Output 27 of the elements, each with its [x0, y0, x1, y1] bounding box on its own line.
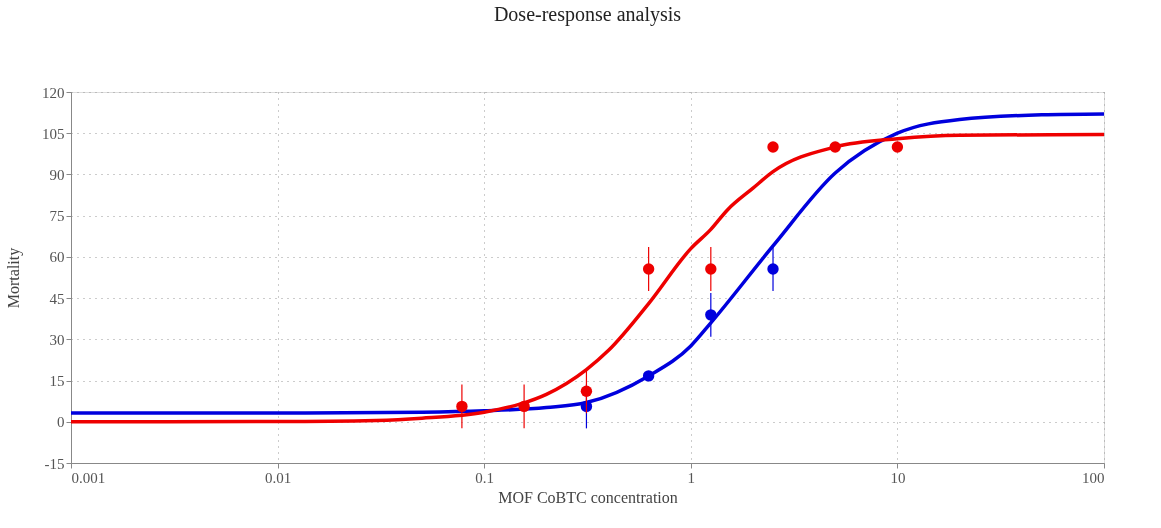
x-tick-label: 0.1 — [475, 469, 495, 486]
y-axis-title: Mortality — [5, 247, 23, 309]
y-tick-label: 30 — [49, 331, 65, 348]
x-tick-label: 10 — [890, 469, 906, 486]
point — [580, 385, 593, 397]
y-tick-label: 75 — [49, 208, 65, 225]
point — [518, 400, 530, 413]
y-tick-label: 90 — [49, 166, 65, 183]
point — [705, 263, 717, 275]
point — [891, 141, 904, 153]
x-tick-label: 0.001 — [71, 469, 106, 486]
x-axis-title: MOF CoBTC concentration — [498, 488, 678, 506]
y-tick-label: 15 — [49, 373, 65, 390]
y-tick-label: 0 — [57, 414, 65, 431]
point — [642, 263, 655, 275]
x-tick-label: 100 — [1082, 469, 1105, 486]
x-tick-label: 1 — [687, 469, 696, 486]
y-tick-label: -15 — [44, 455, 65, 472]
point — [829, 141, 841, 153]
chart-title: Dose-response analysis — [493, 3, 682, 26]
point — [767, 141, 779, 153]
y-tick-label: 60 — [49, 249, 65, 266]
y-tick-label: 45 — [49, 290, 65, 307]
y-tick-label: 105 — [42, 125, 65, 142]
x-tick-label: 0.01 — [264, 469, 292, 486]
point — [456, 400, 468, 413]
y-tick-label: 120 — [42, 84, 65, 101]
